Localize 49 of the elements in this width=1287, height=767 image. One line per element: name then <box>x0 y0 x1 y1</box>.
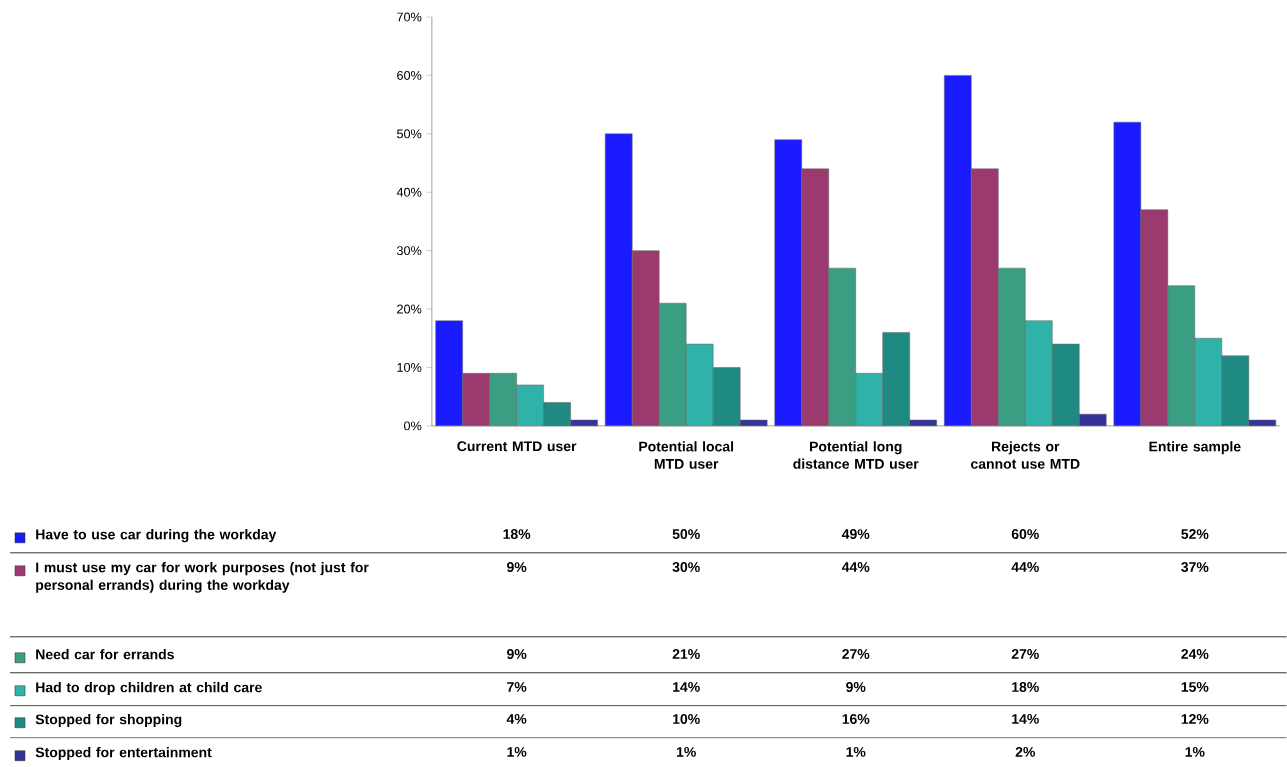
x-tick-label: Entire sample <box>1149 441 1241 455</box>
data-label: 14% <box>1012 714 1039 724</box>
data-label: 21% <box>672 649 700 660</box>
data-label: 1% <box>507 747 527 757</box>
data-label: 12% <box>1181 714 1209 725</box>
data-label: 14% <box>673 682 700 693</box>
y-tick-label: 60% <box>397 71 422 81</box>
legend-label: Have to use car during the workday <box>36 529 277 543</box>
legend-label: Stopped for entertainment <box>35 747 212 761</box>
data-label: 1% <box>846 747 866 757</box>
y-tick-label: 10% <box>397 363 422 373</box>
data-label: 10% <box>673 714 700 725</box>
y-tick-label: 0% <box>404 421 422 431</box>
y-tick-label: 20% <box>397 304 422 314</box>
data-label: 49% <box>841 529 870 540</box>
data-label: 2% <box>1015 747 1036 758</box>
legend-label: I must use my car for work purposes (not just for personal errands) during the workday <box>36 562 369 593</box>
data-label: 9% <box>507 649 527 660</box>
y-tick-label: 40% <box>396 187 422 197</box>
data-label: 1% <box>1185 747 1205 757</box>
data-label: 9% <box>846 682 866 693</box>
data-label: 4% <box>506 714 527 724</box>
x-tick-label: Potential long distance MTD user <box>793 441 919 469</box>
data-label: 18% <box>503 529 531 540</box>
y-tick-label: 70% <box>397 12 422 22</box>
data-label: 37% <box>1181 562 1209 573</box>
data-label: 1% <box>676 747 696 757</box>
legend-label: Stopped for shopping <box>35 714 182 728</box>
x-tick-label: Current MTD user <box>457 441 577 452</box>
data-label: 7% <box>507 682 527 693</box>
legend-label: Need car for errands <box>36 649 174 660</box>
data-label: 15% <box>1181 682 1209 693</box>
data-label: 52% <box>1181 529 1209 540</box>
data-label: 18% <box>1012 682 1039 693</box>
x-tick-label: Potential local MTD user <box>639 441 734 469</box>
data-label: 60% <box>1011 529 1039 540</box>
data-label: 27% <box>1011 649 1039 660</box>
y-tick-label: 30% <box>396 246 422 256</box>
data-label: 44% <box>841 562 870 573</box>
data-label: 30% <box>672 562 700 573</box>
data-label: 24% <box>1181 649 1209 660</box>
data-label: 27% <box>842 649 870 660</box>
data-label: 50% <box>672 529 700 540</box>
legend-label: Had to drop children at child care <box>36 682 262 696</box>
y-tick-label: 50% <box>396 129 422 139</box>
data-label: 9% <box>507 562 527 573</box>
data-label: 44% <box>1011 562 1039 573</box>
x-tick-label: Rejects or cannot use MTD <box>971 441 1080 469</box>
data-label: 16% <box>842 714 870 725</box>
